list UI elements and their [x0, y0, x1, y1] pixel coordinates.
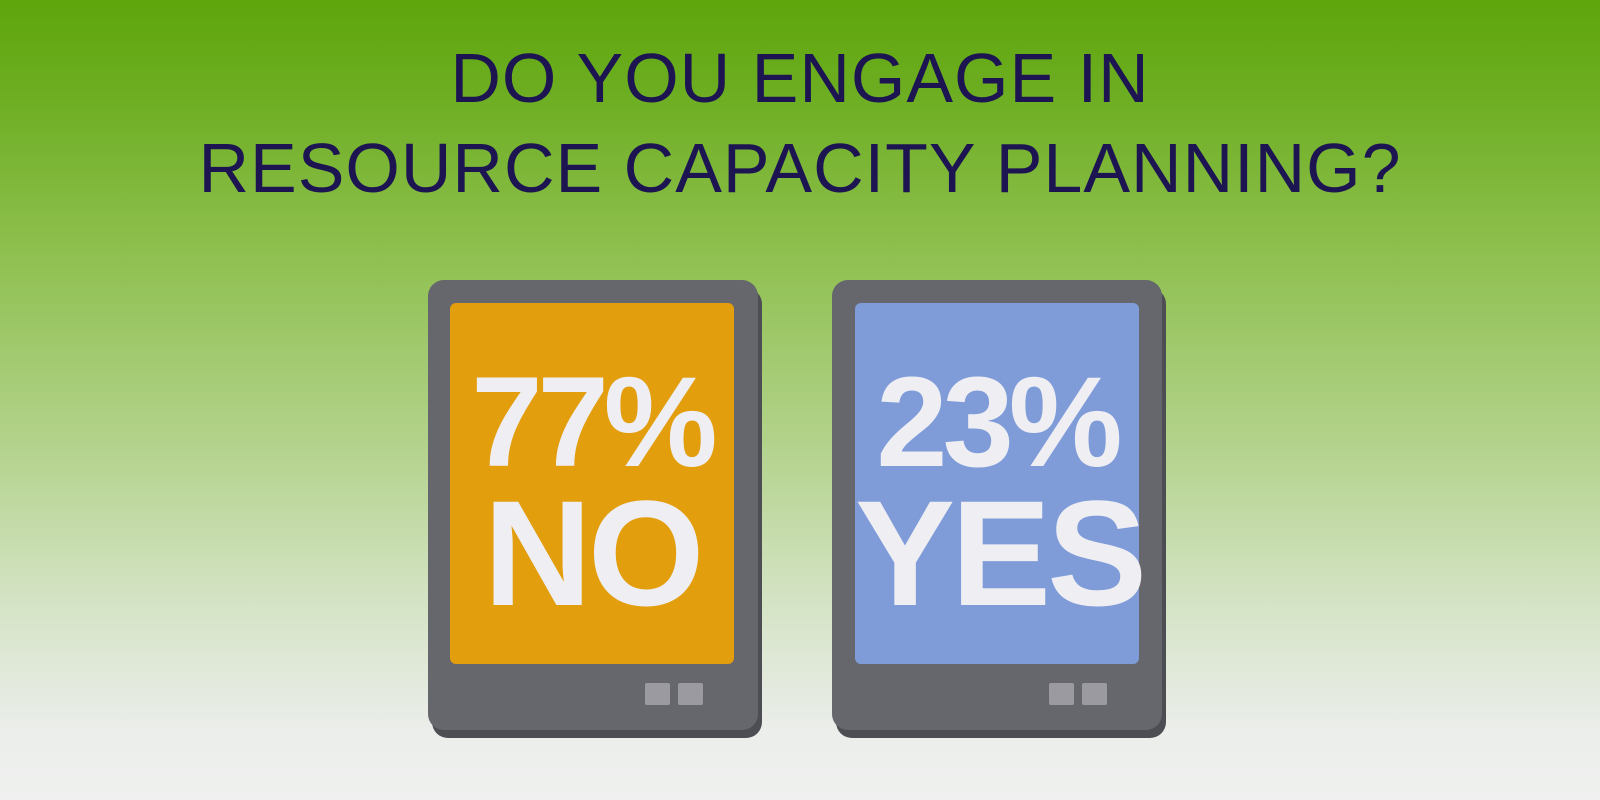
tablet-button	[1082, 683, 1107, 705]
tablet-button	[1049, 683, 1074, 705]
tablet: 23% YES	[832, 280, 1162, 730]
answer: NO	[483, 469, 705, 637]
tablet: 77% NO	[428, 280, 758, 730]
title-line: DO YOU ENGAGE IN	[450, 39, 1150, 117]
tablet-button	[678, 683, 703, 705]
title-line: RESOURCE CAPACITY PLANNING?	[198, 129, 1402, 207]
tablet-screen: 77% NO	[450, 303, 734, 664]
tablet-screen: 23% YES	[855, 303, 1147, 664]
tablet-button	[645, 683, 670, 705]
percent: 23%	[876, 351, 1122, 494]
percent: 77%	[471, 351, 717, 494]
answer: YES	[855, 469, 1147, 637]
